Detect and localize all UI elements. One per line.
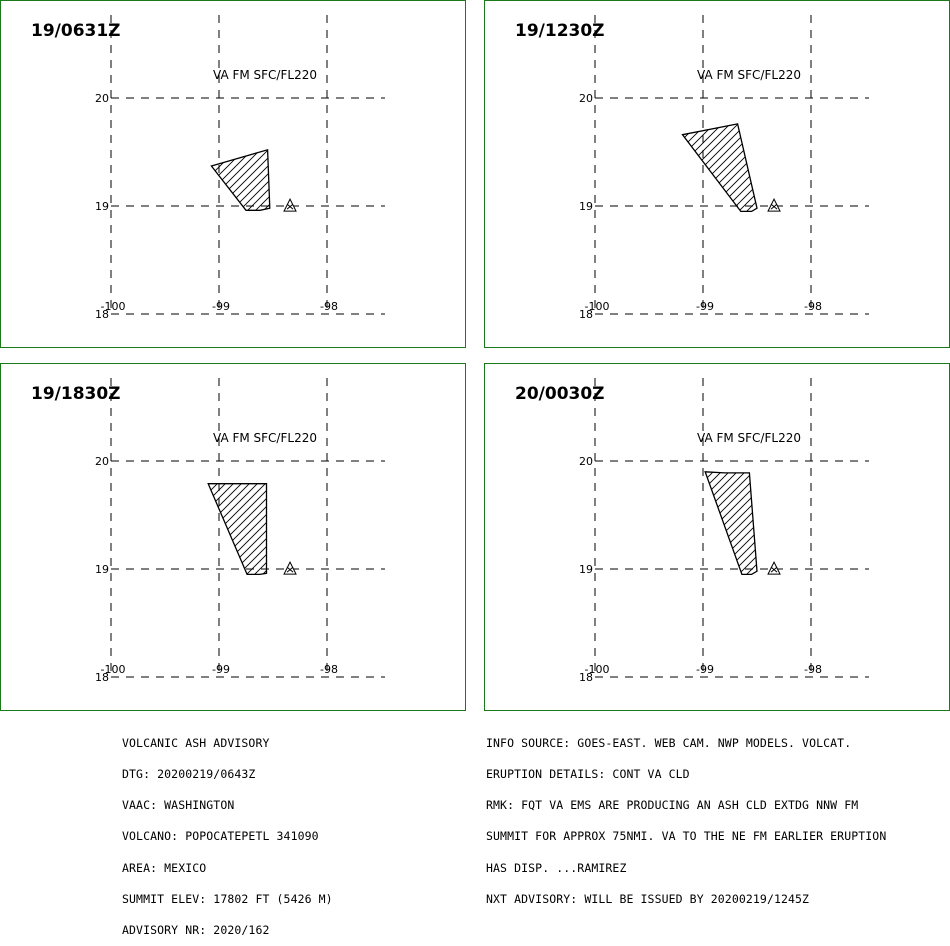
ash-cloud-polygon bbox=[210, 148, 271, 211]
lat-tick-label: 18 bbox=[579, 308, 593, 321]
lat-tick-label: 19 bbox=[95, 563, 109, 576]
lon-tick-label: -100 bbox=[585, 300, 610, 313]
lat-tick-label: 18 bbox=[95, 308, 109, 321]
panel-3: 20 19 18 -100 -99 -98 19/1830Z VA FM SFC/FL220 bbox=[0, 363, 466, 711]
advisory-title: VOLCANIC ASH ADVISORY bbox=[122, 735, 270, 750]
lat-tick-label: 20 bbox=[95, 92, 109, 105]
volcano-triangle-icon bbox=[767, 198, 781, 212]
lon-tick-label: -98 bbox=[320, 300, 338, 313]
panel-time-label: 19/1830Z bbox=[31, 384, 121, 404]
ash-cloud-polygon bbox=[207, 483, 268, 576]
panel-4: 20 19 18 -100 -99 -98 20/0030Z VA FM SFC/FL220 bbox=[484, 363, 950, 711]
panel-layer-label: VA FM SFC/FL220 bbox=[697, 431, 801, 445]
advisory-left-text: VOLCANIC ASH ADVISORY DTG: 20200219/0643… bbox=[122, 717, 333, 946]
lon-tick-label: -98 bbox=[804, 300, 822, 313]
panel-3-map: 20 19 18-100 -99 -98 19/1830Z VA FM SFC/FL220 bbox=[31, 378, 385, 684]
lon-tick-label: -98 bbox=[804, 663, 822, 676]
advisory-remark-3: HAS DISP. ...RAMIREZ bbox=[486, 860, 627, 875]
advisory-remark-2: SUMMIT FOR APPROX 75NMI. VA TO THE NE FM… bbox=[486, 829, 887, 844]
lat-tick-label: 18 bbox=[579, 671, 593, 684]
panel-4-map: 20 19 18-100 -99 -98 20/0030Z VA FM SFC/FL220 bbox=[515, 378, 869, 684]
lat-tick-label: 20 bbox=[579, 455, 593, 468]
lat-tick-label: 19 bbox=[579, 200, 593, 213]
lon-tick-label: -98 bbox=[320, 663, 338, 676]
lon-tick-label: -100 bbox=[101, 663, 126, 676]
lat-tick-label: 20 bbox=[95, 455, 109, 468]
panel-time-label: 19/0631Z bbox=[31, 21, 121, 41]
advisory-right-text: INFO SOURCE: GOES-EAST. WEB CAM. NWP MOD… bbox=[486, 717, 886, 915]
ash-cloud-polygon bbox=[704, 471, 758, 576]
advisory-area: AREA: MEXICO bbox=[122, 860, 207, 875]
lon-tick-label: -99 bbox=[696, 300, 714, 313]
panel-layer-label: VA FM SFC/FL220 bbox=[213, 431, 317, 445]
lon-tick-label: -99 bbox=[212, 663, 230, 676]
volcano-triangle-icon bbox=[767, 561, 781, 575]
lon-tick-label: -99 bbox=[212, 300, 230, 313]
panel-1: 20 19 18 -100 -99 -98 19/0631Z VA FM SFC/FL220 bbox=[0, 0, 466, 348]
panel-2: 20 19 18 -100 -99 -98 19/1230Z VA FM SFC/FL220 bbox=[484, 0, 950, 348]
advisory-summit-elev: SUMMIT ELEV: 17802 FT (5426 M) bbox=[122, 891, 333, 906]
advisory-remark-1: RMK: FQT VA EMS ARE PRODUCING AN ASH CLD… bbox=[486, 798, 859, 813]
advisory-eruption-details: ERUPTION DETAILS: CONT VA CLD bbox=[486, 767, 690, 782]
advisory-volcano: VOLCANO: POPOCATEPETL 341090 bbox=[122, 829, 319, 844]
panel-layer-label: VA FM SFC/FL220 bbox=[697, 68, 801, 82]
volcano-triangle-icon bbox=[283, 198, 297, 212]
volcano-triangle-icon bbox=[283, 561, 297, 575]
lon-tick-label: -100 bbox=[101, 300, 126, 313]
advisory-dtg: DTG: 20200219/0643Z bbox=[122, 767, 256, 782]
advisory-info-source: INFO SOURCE: GOES-EAST. WEB CAM. NWP MOD… bbox=[486, 735, 852, 750]
panel-time-label: 19/1230Z bbox=[515, 21, 605, 41]
lon-tick-label: -99 bbox=[696, 663, 714, 676]
lon-tick-label: -100 bbox=[585, 663, 610, 676]
panel-2-map: 20 19 18-100 -99 -98 19/1230Z VA FM SFC/FL220 bbox=[515, 15, 869, 321]
panel-1-map: 20 19 18-100 -99 -98 19/0631Z VA FM SFC/FL220 bbox=[31, 15, 385, 321]
lat-tick-label: 19 bbox=[95, 200, 109, 213]
lat-tick-label: 18 bbox=[95, 671, 109, 684]
lat-tick-label: 19 bbox=[579, 563, 593, 576]
advisory-vaac: VAAC: WASHINGTON bbox=[122, 798, 235, 813]
lat-tick-label: 20 bbox=[579, 92, 593, 105]
advisory-number: ADVISORY NR: 2020/162 bbox=[122, 923, 270, 938]
advisory-next: NXT ADVISORY: WILL BE ISSUED BY 20200219… bbox=[486, 891, 810, 906]
panel-layer-label: VA FM SFC/FL220 bbox=[213, 68, 317, 82]
panel-time-label: 20/0030Z bbox=[515, 384, 605, 404]
ash-cloud-polygon bbox=[681, 123, 758, 213]
